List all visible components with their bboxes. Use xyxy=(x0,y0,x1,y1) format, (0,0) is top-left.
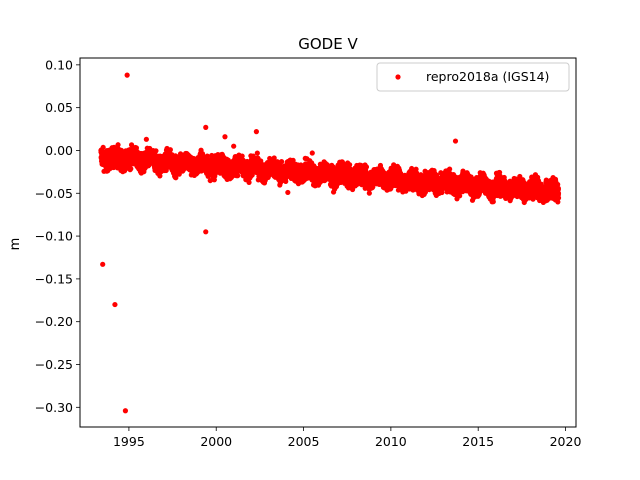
data-point xyxy=(447,166,453,172)
y-axis-label: m xyxy=(8,238,23,251)
data-point xyxy=(235,173,241,179)
data-points xyxy=(98,72,562,414)
data-point xyxy=(167,147,173,153)
data-point xyxy=(283,178,289,184)
data-point xyxy=(128,166,134,172)
data-point xyxy=(363,164,370,170)
data-point xyxy=(246,179,252,186)
chart-title: GODE V xyxy=(298,35,358,53)
data-point xyxy=(100,144,106,151)
data-point xyxy=(254,150,260,156)
data-point xyxy=(366,190,372,196)
data-point xyxy=(153,148,159,154)
data-point xyxy=(278,159,285,165)
